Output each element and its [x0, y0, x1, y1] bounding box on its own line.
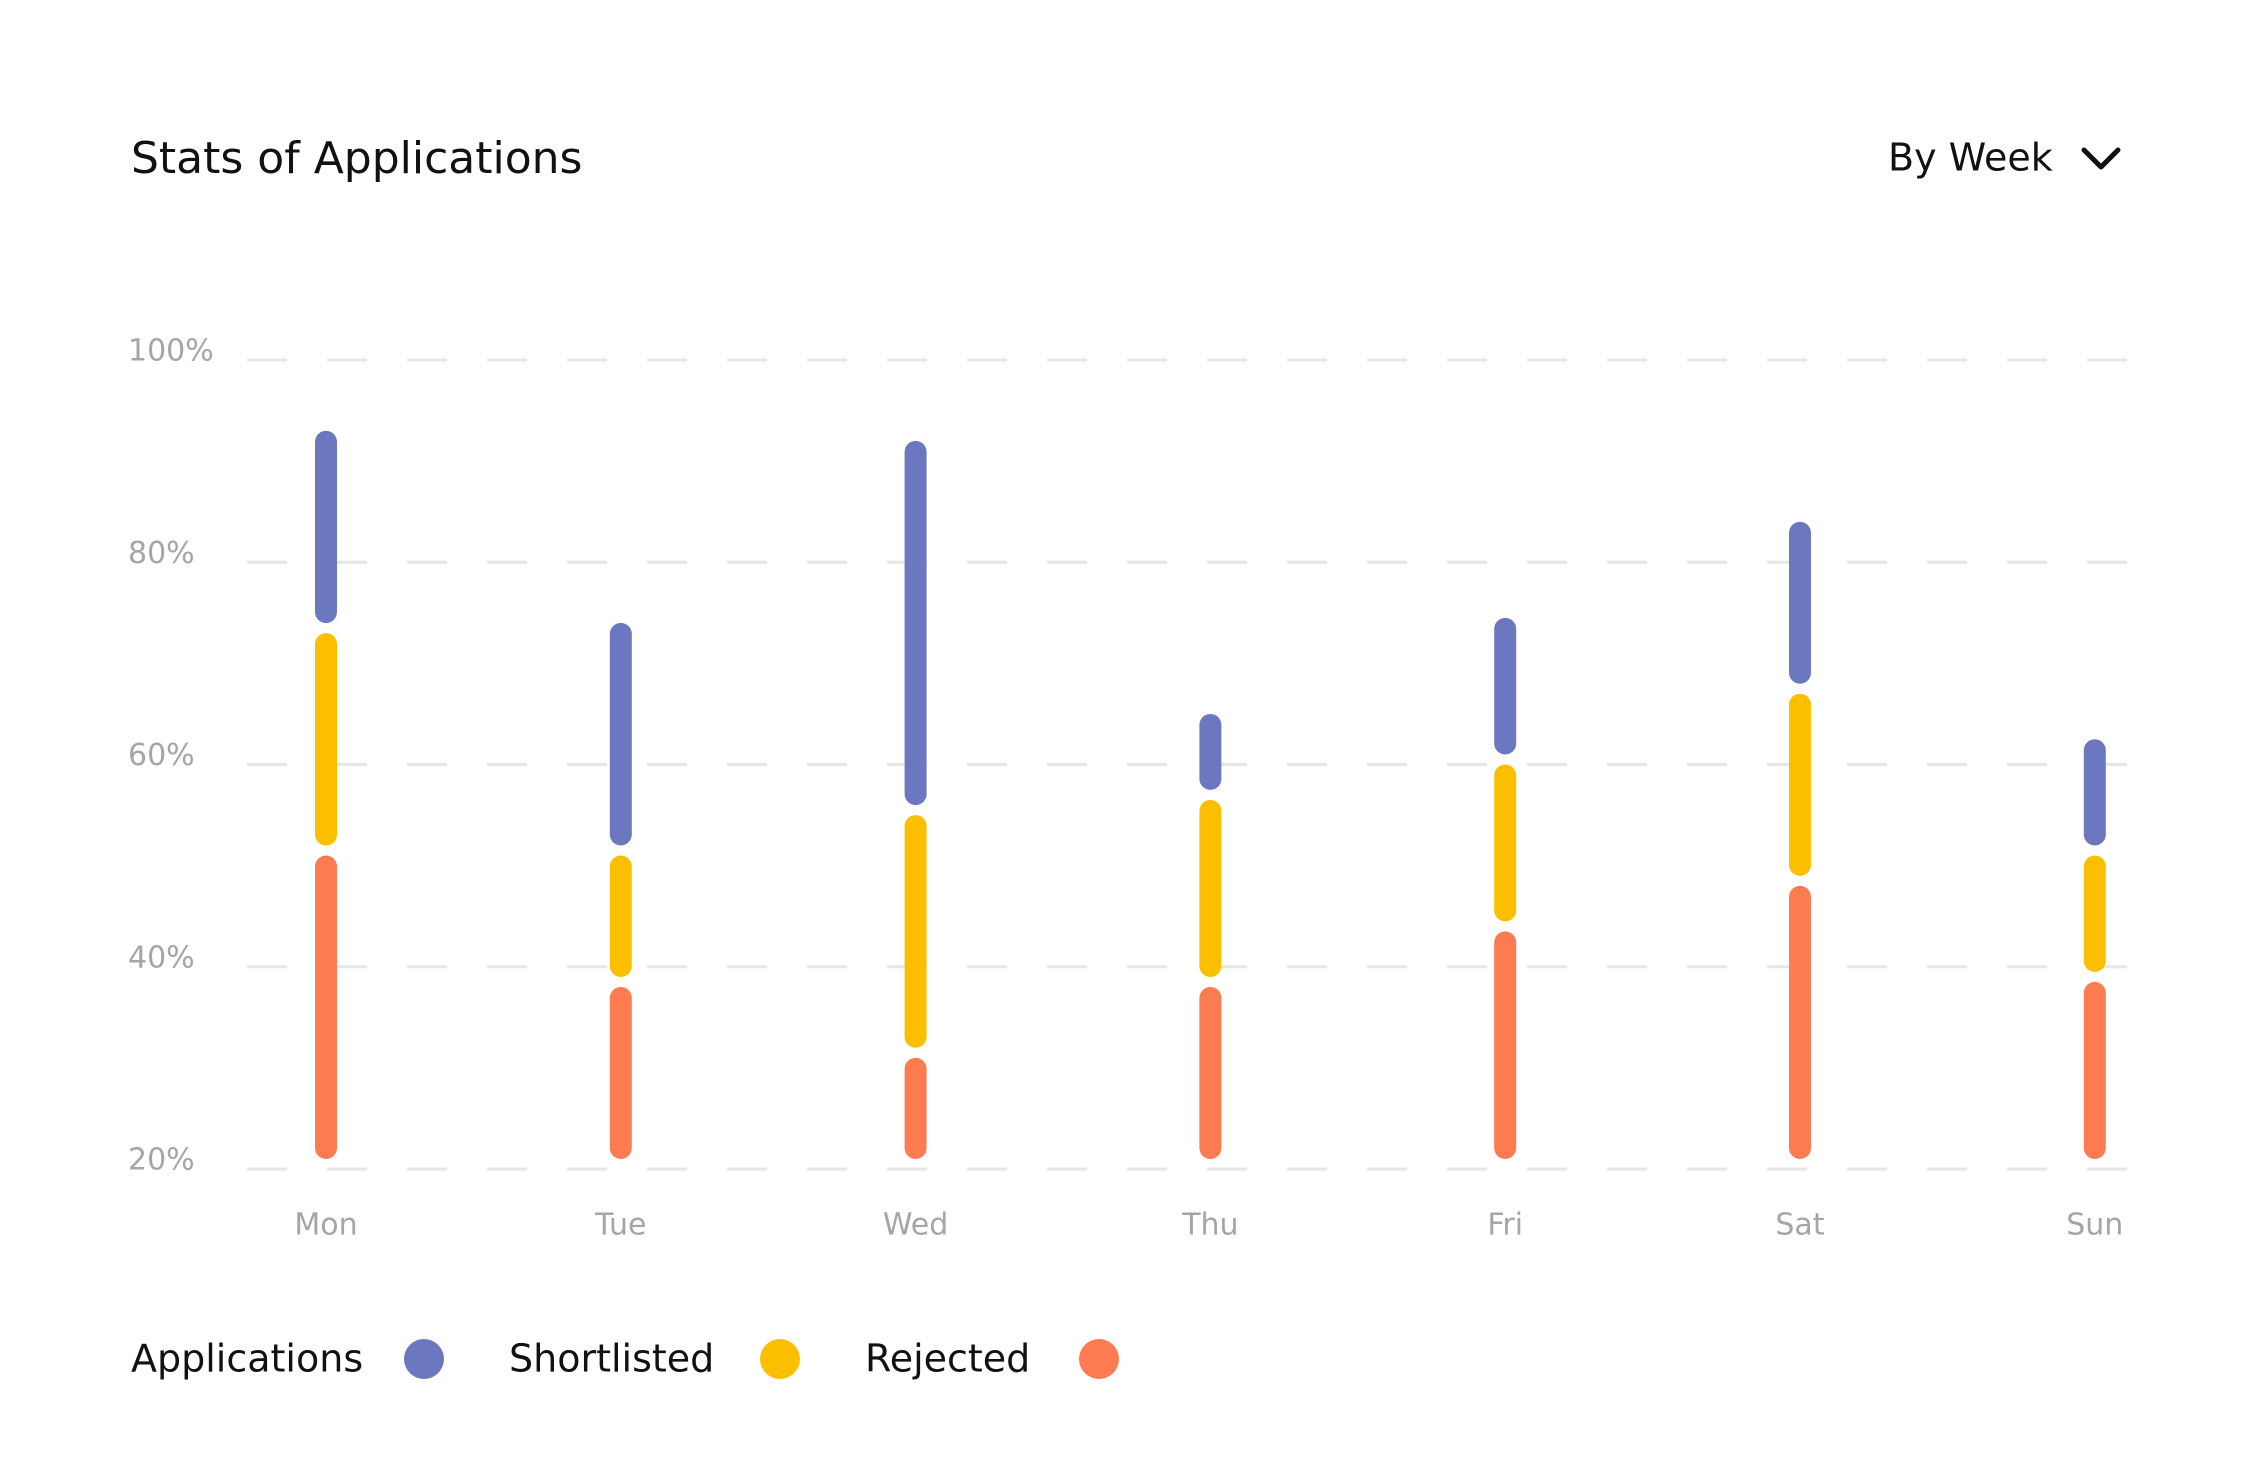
x-tick-label: Tue [594, 1208, 646, 1243]
y-tick-label: 100% [128, 334, 214, 369]
legend-swatch [1079, 1339, 1119, 1379]
y-tick-label: 40% [128, 940, 195, 975]
bar-segment [1494, 764, 1517, 922]
chevron-icon[interactable] [2081, 147, 2121, 170]
bar-segment [315, 855, 337, 1159]
bar-segment [1789, 885, 1811, 1159]
y-tick-label: 60% [128, 738, 195, 773]
bar-segment [2083, 739, 2106, 846]
bar-segment [1494, 931, 1517, 1159]
bar-segment [1199, 713, 1222, 790]
bar-segment [609, 986, 632, 1159]
period-dropdown[interactable]: By Week [1888, 136, 2121, 180]
y-tick-label: 20% [128, 1143, 195, 1178]
bar-segment [609, 622, 632, 846]
x-tick-label: Mon [294, 1208, 357, 1243]
chart-title: Stats of Applications [131, 133, 582, 184]
legend-label: Rejected [865, 1337, 1030, 1381]
bar-segment [1199, 799, 1222, 977]
bar-segment [904, 815, 927, 1048]
bar-segment [315, 430, 337, 624]
bar-segment [1199, 986, 1222, 1159]
y-tick-label: 80% [128, 536, 195, 571]
dropdown-label[interactable]: By Week [1888, 136, 2053, 180]
bar-segment [2083, 855, 2106, 972]
bar-segment [1789, 521, 1811, 684]
bar-segment [904, 440, 927, 806]
x-tick-label: Sun [2066, 1208, 2123, 1243]
bar-segment [609, 855, 632, 977]
bar-segment [315, 633, 337, 846]
x-tick-label: Wed [883, 1208, 948, 1243]
legend-swatch [760, 1339, 800, 1379]
x-tick-label: Fri [1487, 1208, 1523, 1243]
legend-label: Shortlisted [509, 1337, 714, 1381]
legend-swatch [404, 1339, 444, 1379]
bar-segment [1494, 617, 1517, 755]
legend-label: Applications [131, 1337, 363, 1381]
bar-segment [1789, 693, 1811, 876]
bar-segment [2083, 981, 2106, 1159]
bar-segment [904, 1057, 927, 1159]
x-tick-label: Thu [1181, 1208, 1238, 1243]
x-tick-label: Sat [1775, 1208, 1824, 1243]
